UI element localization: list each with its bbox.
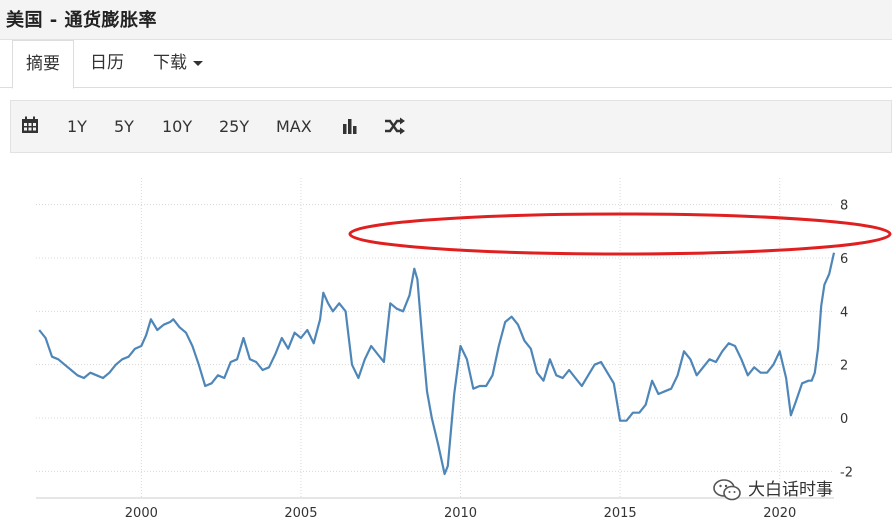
- series-line: [38, 252, 836, 476]
- range-max-button[interactable]: MAX: [276, 117, 312, 136]
- range-1y-button[interactable]: 1Y: [67, 117, 87, 136]
- y-tick-label: 8: [840, 199, 848, 214]
- range-5y-button[interactable]: 5Y: [114, 117, 134, 136]
- tabs-row: 摘要 日历 下载: [0, 40, 892, 89]
- range-10y-button[interactable]: 10Y: [162, 117, 193, 136]
- tab-summary[interactable]: 摘要: [12, 40, 74, 89]
- grid-layer: [36, 178, 834, 498]
- x-tick-label: 2020: [763, 506, 796, 521]
- bar-chart-icon[interactable]: [341, 117, 359, 135]
- tab-calendar[interactable]: 日历: [90, 53, 124, 73]
- range-25y-button[interactable]: 25Y: [219, 117, 250, 136]
- chart-area: -2 0 2 4 6 8 2000 2005 2010 2015 2020: [0, 154, 892, 528]
- axis-layer: -2 0 2 4 6 8 2000 2005 2010 2015 2020: [36, 199, 853, 521]
- x-tick-label: 2010: [444, 506, 477, 521]
- series-layer: [38, 252, 836, 476]
- x-tick-label: 2005: [284, 506, 317, 521]
- y-tick-label: -2: [840, 465, 853, 480]
- tab-download-label: 下载: [153, 53, 187, 73]
- y-tick-label: 2: [840, 359, 848, 374]
- chart-toolbar: 1Y 5Y 10Y 25Y MAX: [10, 100, 892, 153]
- x-tick-label: 2000: [125, 506, 158, 521]
- y-tick-label: 4: [840, 305, 848, 320]
- x-tick-label: 2015: [604, 506, 637, 521]
- inflation-line-chart: -2 0 2 4 6 8 2000 2005 2010 2015 2020: [36, 178, 892, 521]
- calendar-icon[interactable]: [21, 116, 39, 134]
- caret-down-icon: [193, 60, 203, 66]
- y-tick-label: 6: [840, 252, 848, 267]
- title-bar: 美国 - 通货膨胀率: [0, 0, 892, 40]
- wechat-icon: [713, 479, 741, 501]
- tab-download[interactable]: 下载: [153, 40, 203, 88]
- annotation-layer: [348, 212, 892, 256]
- y-tick-label: 0: [840, 412, 848, 427]
- highlight-ellipse: [348, 212, 892, 256]
- shuffle-icon[interactable]: [384, 117, 406, 135]
- page-title: 美国 - 通货膨胀率: [6, 10, 158, 31]
- watermark-text: 大白话时事: [748, 480, 833, 500]
